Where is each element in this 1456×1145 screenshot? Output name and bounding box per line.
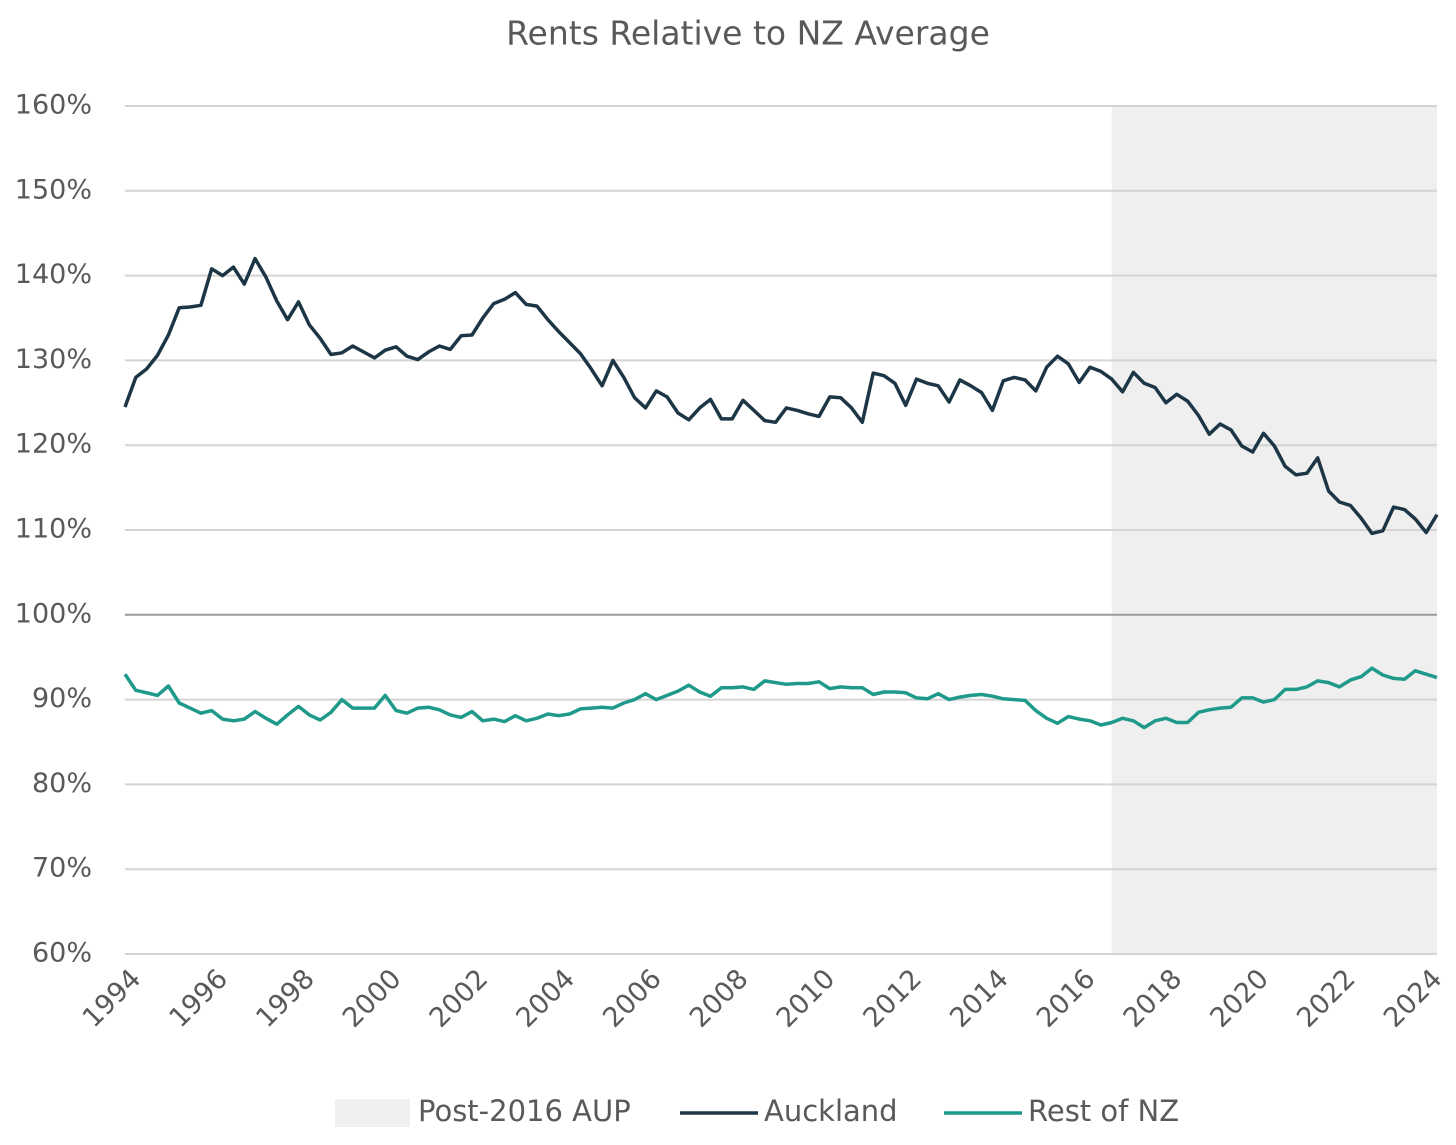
x-tick-label: 2012 [857, 963, 928, 1034]
y-tick-label: 110% [15, 514, 92, 545]
x-tick-label: 2022 [1291, 963, 1362, 1034]
x-tick-label: 2020 [1204, 963, 1275, 1034]
y-tick-label: 90% [32, 683, 92, 714]
y-tick-label: 70% [32, 853, 92, 884]
y-tick-label: 140% [15, 259, 92, 290]
x-tick-label: 2006 [597, 963, 668, 1034]
y-tick-label: 120% [15, 429, 92, 460]
y-tick-label: 80% [32, 768, 92, 799]
x-tick-label: 2010 [771, 963, 842, 1034]
chart-title: Rents Relative to NZ Average [506, 14, 990, 53]
legend-swatch [335, 1099, 410, 1127]
legend-label: Post-2016 AUP [418, 1094, 631, 1128]
x-tick-label: 1994 [77, 963, 148, 1034]
series-line [123, 256, 1439, 536]
y-tick-label: 60% [32, 938, 92, 969]
y-tick-label: 100% [15, 598, 92, 629]
x-tick-label: 2002 [424, 963, 495, 1034]
legend-label: Auckland [764, 1094, 898, 1128]
x-tick-label: 2024 [1378, 963, 1449, 1034]
x-tick-label: 2014 [944, 963, 1015, 1034]
y-tick-label: 150% [15, 174, 92, 205]
x-tick-label: 2000 [337, 963, 408, 1034]
series-line [123, 666, 1438, 730]
x-tick-label: 2004 [510, 963, 581, 1034]
legend-label: Rest of NZ [1028, 1094, 1179, 1128]
y-tick-label: 130% [15, 344, 92, 375]
x-tick-label: 2008 [684, 963, 755, 1034]
x-tick-label: 2018 [1118, 963, 1189, 1034]
y-tick-label: 160% [15, 90, 92, 121]
x-tick-label: 2016 [1031, 963, 1102, 1034]
x-tick-label: 1996 [163, 963, 234, 1034]
x-tick-label: 1998 [250, 963, 321, 1034]
